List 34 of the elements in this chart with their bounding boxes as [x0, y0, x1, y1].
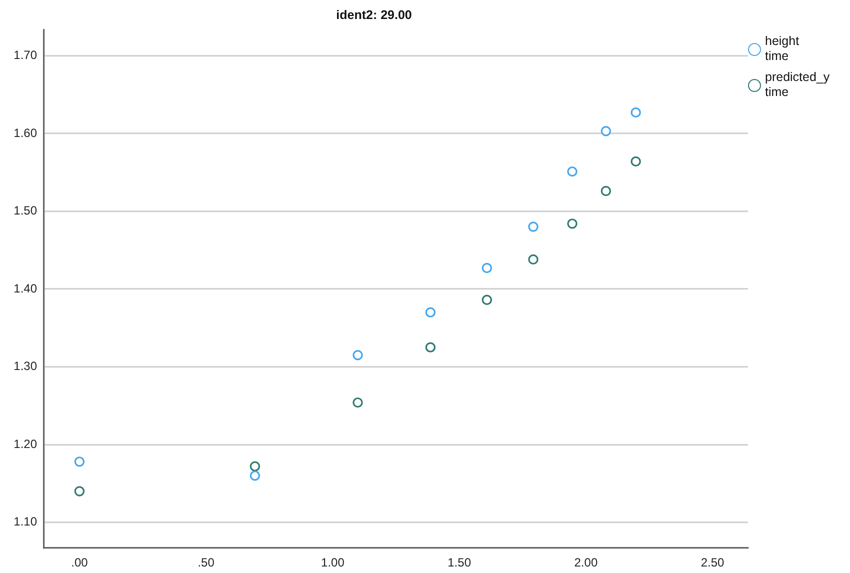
- point: [352, 397, 363, 408]
- point: [250, 461, 260, 472]
- point: [567, 166, 578, 177]
- x-tick-label: 2.50: [700, 556, 725, 570]
- x-tick-label: 1.00: [321, 556, 345, 570]
- point: [630, 156, 641, 167]
- point: [600, 126, 612, 136]
- point: [425, 342, 436, 352]
- point: [630, 107, 641, 118]
- point: [528, 254, 538, 265]
- point: [250, 470, 260, 481]
- y-tick-label: 1.40: [14, 281, 38, 296]
- point: [425, 307, 436, 318]
- point: [352, 350, 363, 360]
- x-tick-label: 2.00: [574, 556, 598, 570]
- y-tick-label: 1.60: [14, 126, 38, 140]
- point: [74, 486, 85, 496]
- x-tick-label: .00: [71, 556, 88, 570]
- x-tick-label: .50: [198, 556, 215, 570]
- y-tick-label: 1.10: [14, 514, 38, 529]
- chart-title: ident2: 29.00: [336, 8, 412, 22]
- legend-label: height time: [765, 34, 800, 64]
- legend-label: predicted_y time: [765, 70, 830, 100]
- point: [567, 218, 578, 229]
- point: [600, 186, 612, 196]
- point: [482, 262, 492, 274]
- y-tick-label: 1.50: [14, 204, 38, 218]
- point: [74, 456, 85, 467]
- point: [528, 222, 538, 232]
- y-tick-label: 1.30: [14, 359, 38, 374]
- x-tick-label: 1.50: [448, 556, 472, 570]
- y-tick-label: 1.70: [14, 48, 38, 62]
- point: [482, 294, 492, 305]
- y-tick-label: 1.20: [14, 436, 38, 451]
